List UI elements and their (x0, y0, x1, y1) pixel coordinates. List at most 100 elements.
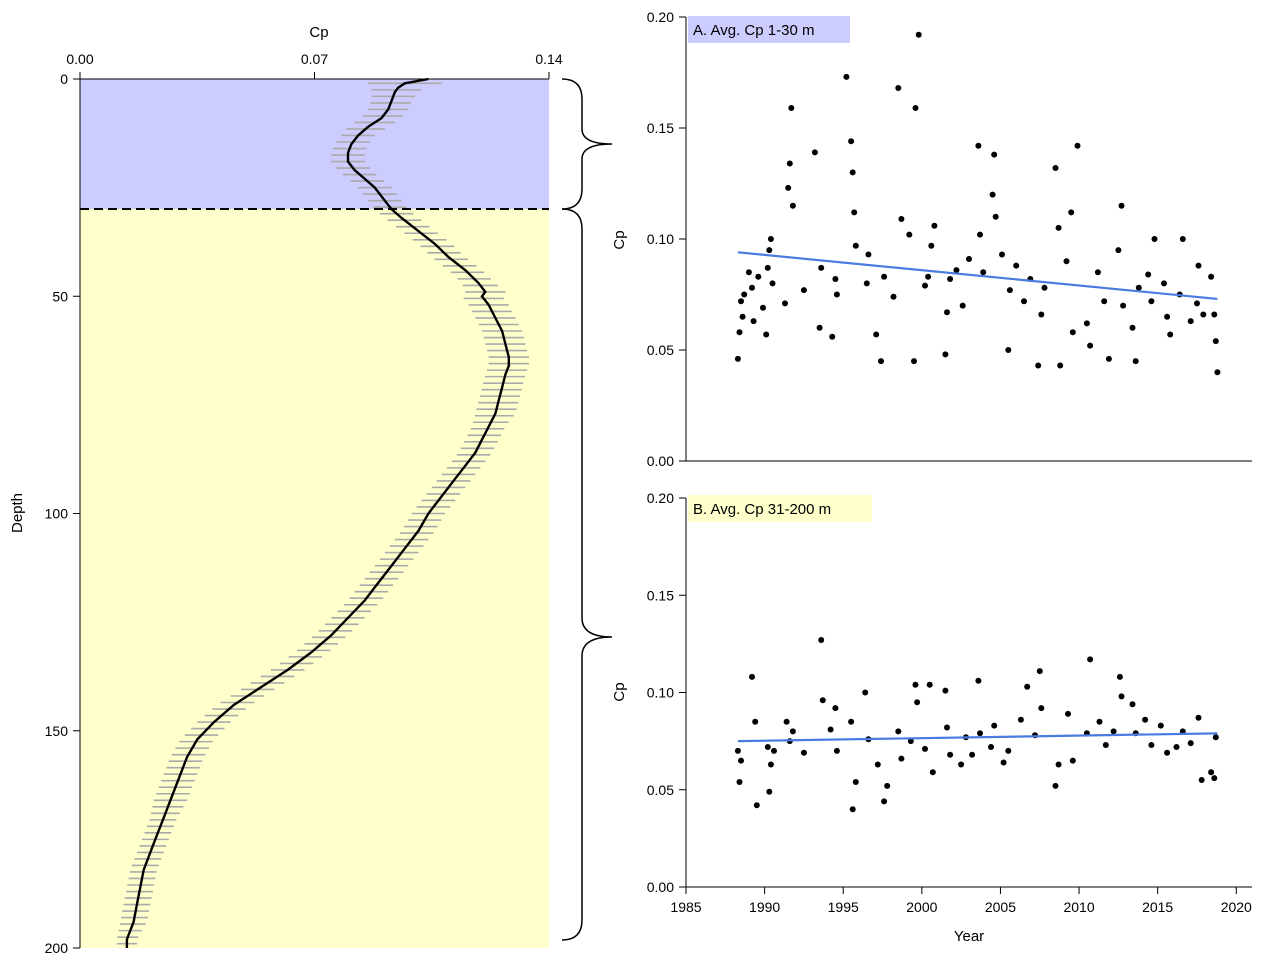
data-point (1179, 236, 1186, 242)
data-point (843, 73, 850, 80)
panel-x-tick-label: 2020 (1221, 899, 1252, 915)
data-point (1013, 262, 1020, 269)
data-point (849, 806, 856, 813)
data-point (1164, 313, 1171, 320)
data-point (1041, 284, 1048, 291)
data-point (942, 351, 949, 358)
data-point (783, 718, 790, 725)
data-point (944, 309, 950, 316)
data-point (1212, 734, 1219, 741)
surface-layer-band (80, 79, 549, 209)
data-point (771, 747, 777, 754)
data-point (977, 730, 983, 737)
data-point (863, 280, 870, 287)
data-point (906, 231, 913, 238)
panel-a-title: A. Avg. Cp 1-30 m (693, 22, 814, 39)
data-point (1200, 311, 1207, 318)
data-point (1211, 311, 1218, 318)
data-point (819, 697, 826, 704)
data-point (890, 293, 897, 300)
data-point (1115, 247, 1122, 254)
data-point (1102, 742, 1109, 748)
profile-y-tick-label: 200 (45, 940, 69, 956)
data-point (1055, 224, 1062, 231)
data-point (991, 151, 998, 158)
data-point (1167, 331, 1174, 338)
data-point (1161, 280, 1167, 287)
profile-y-tick-label: 150 (45, 723, 69, 739)
panel-x-tick-label: 2015 (1142, 899, 1173, 915)
data-point (895, 728, 902, 735)
data-point (958, 761, 965, 768)
deep-layer-band (80, 209, 549, 948)
panel-y-tick-label: 0.05 (647, 342, 674, 358)
panel-a-y-ticks: 0.00 0.05 0.10 0.15 0.20 (647, 9, 686, 469)
panel-a-trend-line (737, 251, 1218, 301)
panel-x-tick-label: 2010 (1063, 899, 1094, 915)
data-point (1000, 759, 1007, 766)
data-point (800, 749, 807, 756)
panel-a-y-label: Cp (611, 230, 628, 249)
data-point (873, 331, 880, 338)
panel-x-tick-label: 2000 (906, 899, 937, 915)
data-point (1195, 262, 1202, 269)
data-point (1151, 236, 1158, 242)
data-point (898, 216, 905, 222)
data-point (789, 202, 796, 209)
data-point (767, 761, 774, 768)
data-point (881, 273, 888, 280)
data-point (739, 313, 746, 320)
data-point (832, 705, 839, 712)
data-point (811, 149, 818, 156)
data-point (745, 269, 752, 276)
data-point (928, 242, 935, 249)
data-point (1148, 742, 1155, 748)
data-point (788, 105, 795, 111)
data-point (833, 747, 840, 754)
data-point (816, 324, 823, 331)
panel-y-tick-label: 0.10 (647, 685, 674, 701)
data-point (1157, 722, 1164, 729)
data-point (848, 718, 855, 725)
profile-y-tick-label: 0 (60, 71, 68, 87)
panel-b-trend-line (737, 732, 1218, 743)
data-point (1052, 782, 1059, 789)
data-point (947, 276, 954, 282)
data-point (931, 222, 938, 229)
data-point (912, 681, 919, 688)
data-point (818, 637, 825, 643)
data-point (1087, 342, 1094, 349)
data-point (1214, 369, 1221, 376)
data-point (736, 329, 743, 336)
profile-y-tick-label: 100 (45, 506, 69, 522)
data-point (800, 287, 807, 294)
data-point (1055, 761, 1062, 768)
data-point (922, 282, 928, 289)
data-point (852, 779, 859, 785)
data-point (1110, 728, 1117, 735)
data-point (750, 318, 757, 325)
data-point (1212, 338, 1219, 345)
data-point (975, 677, 982, 684)
profile-y-ticks: 0 50 100 150 200 (45, 71, 80, 956)
profile-x-tick-label: 0.00 (66, 51, 93, 67)
data-point (734, 355, 741, 362)
data-point (760, 304, 766, 311)
data-point (884, 782, 891, 789)
data-point (852, 242, 859, 249)
profile-y-tick-label: 50 (52, 288, 68, 304)
data-point (753, 802, 760, 809)
data-point (1116, 673, 1123, 680)
data-point (1145, 271, 1152, 278)
panel-b-points (734, 637, 1219, 813)
data-point (1118, 202, 1125, 209)
data-point (1198, 777, 1205, 783)
data-point (1164, 749, 1171, 756)
data-point (1074, 142, 1081, 149)
data-point (969, 751, 976, 758)
data-point (922, 745, 928, 752)
data-point (1069, 329, 1076, 336)
panel-b-scatter: 0.00 0.05 0.10 0.15 0.20 1985 1990 1995 2000 200… (611, 490, 1252, 945)
data-point (766, 247, 773, 254)
profile-x-label: Cp (309, 24, 328, 41)
